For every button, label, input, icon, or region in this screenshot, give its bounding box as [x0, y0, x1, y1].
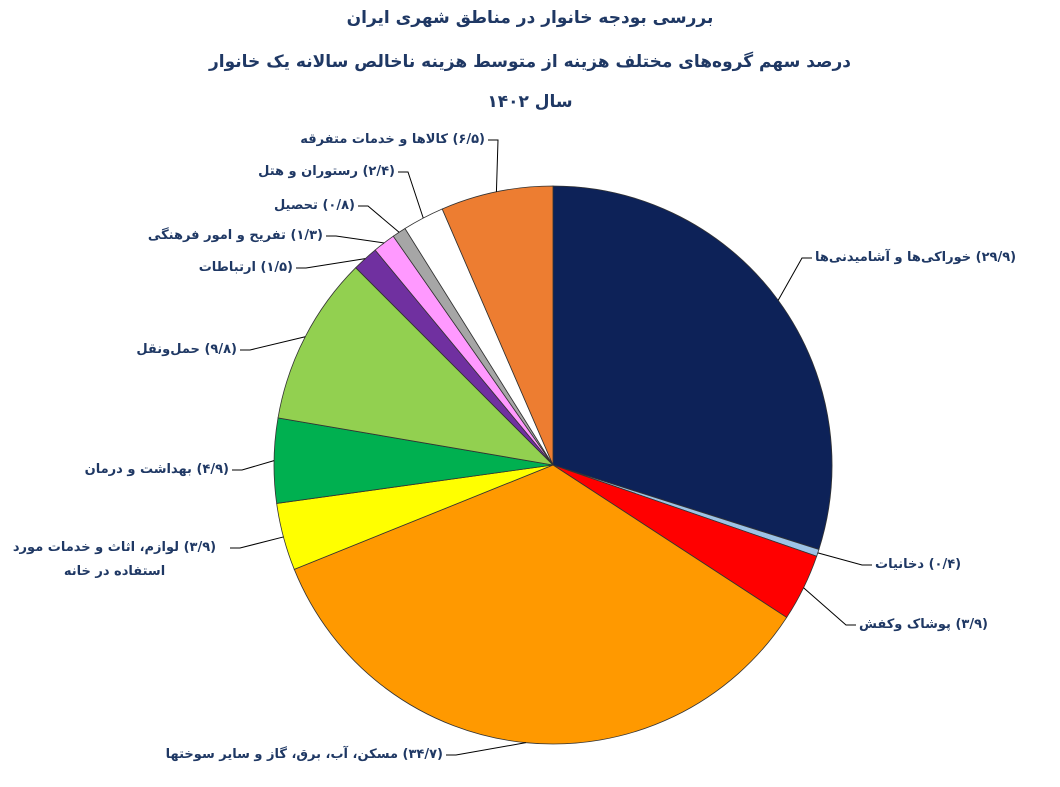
leader-line [230, 536, 284, 549]
value-label: (۱/۵) [260, 260, 293, 275]
slice-label: (۲۹/۹) خوراکی‌ها و آشامیدنی‌ها [815, 246, 1016, 270]
value-label: (۳/۹) [955, 617, 988, 632]
leader-line [296, 258, 366, 269]
category-label: دخانیات [875, 557, 925, 572]
slice-label: (۳/۹) لوازم، اثاث و خدمات مورد استفاده د… [2, 536, 227, 584]
category-label: خوراکی‌ها و آشامیدنی‌ها [815, 250, 972, 265]
leader-line [488, 139, 499, 192]
slice-label: (۱/۳) تفریح و امور فرهنگی [148, 224, 323, 248]
leader-line [326, 235, 385, 244]
slice-label: (۳/۹) پوشاک وکفش [859, 613, 988, 637]
leader-line [398, 171, 424, 219]
slice-label: (۲/۴) رستوران و هتل [258, 160, 395, 184]
leader-line [232, 460, 275, 471]
pie-slice [552, 185, 833, 551]
leader-line [240, 336, 306, 351]
value-label: (۴/۹) [196, 462, 229, 477]
slice-label: (۹/۸) حمل‌ونقل [136, 338, 237, 362]
value-label: (۹/۸) [204, 342, 237, 357]
pie-slice [277, 267, 555, 466]
value-label: (۶/۵) [452, 132, 485, 147]
category-label: حمل‌ونقل [136, 342, 200, 357]
pie-slice [293, 464, 788, 745]
category-label: ارتباطات [198, 260, 256, 275]
slice-label: (۰/۴) دخانیات [875, 553, 961, 577]
category-label: کالاها و خدمات متفرقه [300, 132, 448, 147]
value-label: (۱/۳) [290, 228, 323, 243]
value-label: (۲۹/۹) [975, 250, 1017, 265]
chart-subtitle: درصد سهم گروه‌های مختلف هزینه از متوسط ه… [208, 52, 851, 72]
slice-label: (۶/۵) کالاها و خدمات متفرقه [300, 128, 485, 152]
chart-period: سال ۱۴۰۲ [487, 92, 573, 112]
category-label: تفریح و امور فرهنگی [147, 228, 286, 243]
slice-label: (۰/۸) تحصیل [274, 194, 355, 218]
leader-line [777, 257, 812, 301]
leader-line [817, 552, 872, 566]
leader-line [803, 587, 856, 626]
category-label: رستوران و هتل [258, 164, 358, 179]
slice-label: (۴/۹) بهداشت و درمان [85, 458, 229, 482]
chart-title: بررسی بودجه خانوار در مناطق شهری ایران [346, 8, 714, 28]
category-label: بهداشت و درمان [84, 462, 192, 477]
category-label: مسکن، آب، برق، گاز و سایر سوختها [165, 747, 398, 762]
pie-slice [441, 185, 554, 466]
value-label: (۲/۴) [362, 164, 395, 179]
category-label: پوشاک وکفش [859, 617, 951, 632]
leader-line [358, 205, 400, 233]
category-label: لوازم، اثاث و خدمات مورد استفاده در خانه [12, 540, 180, 579]
value-label: (۳/۹) [183, 540, 217, 555]
value-label: (۰/۸) [322, 198, 355, 213]
leader-line [446, 742, 526, 756]
slice-label: (۳۴/۷) مسکن، آب، برق، گاز و سایر سوختها [166, 743, 443, 767]
value-label: (۰/۴) [928, 557, 962, 572]
slice-label: (۱/۵) ارتباطات [199, 256, 293, 280]
category-label: تحصیل [273, 198, 318, 213]
value-label: (۳۴/۷) [402, 747, 443, 762]
